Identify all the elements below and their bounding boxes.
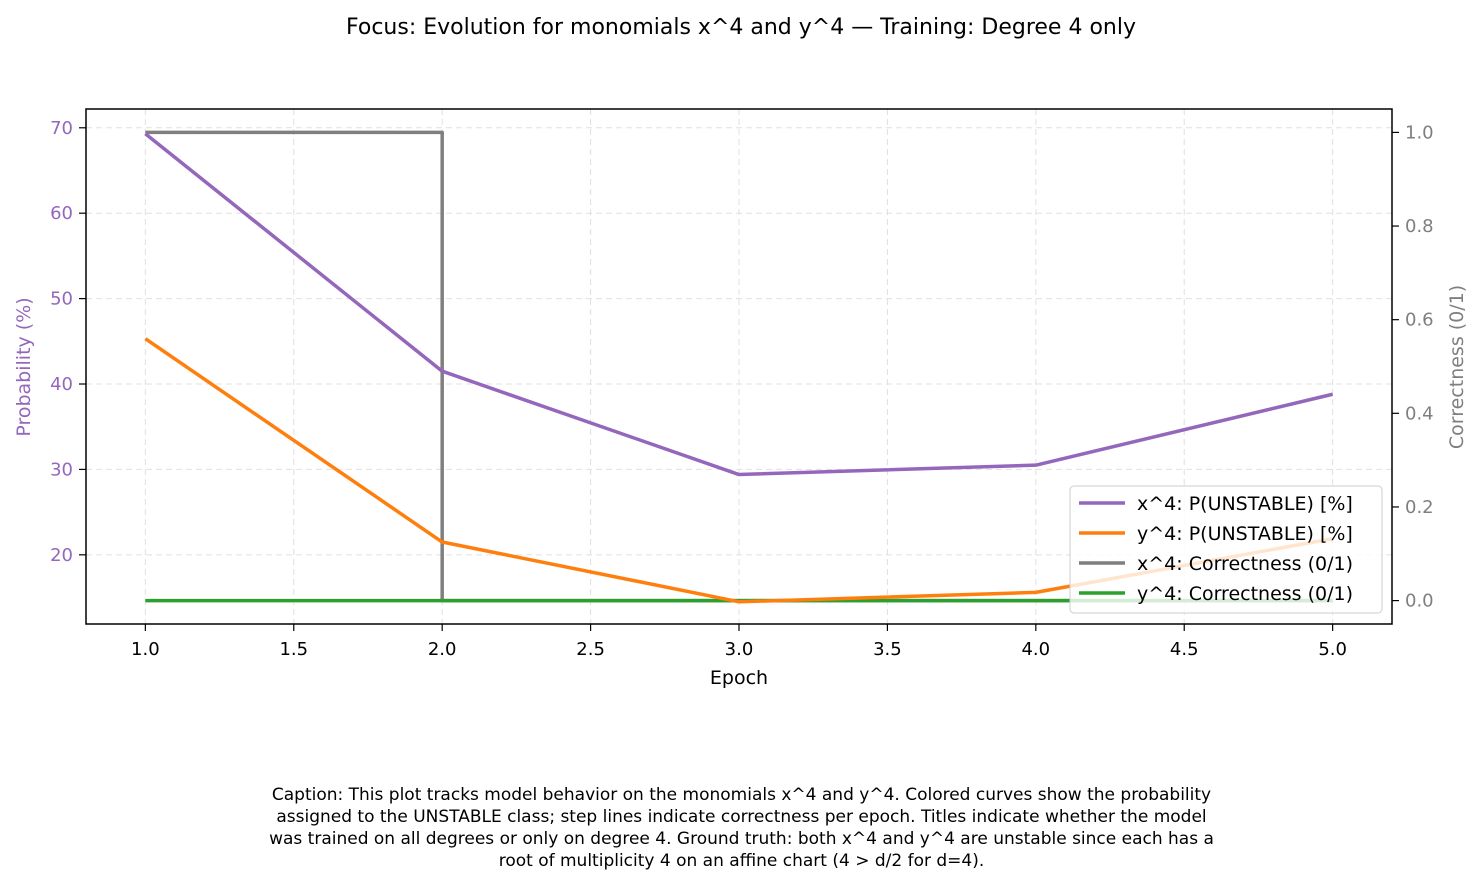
y-left-tick-label: 20 (50, 545, 73, 566)
y-left-tick-label: 70 (50, 118, 73, 139)
y-right-tick-label: 0.0 (1405, 591, 1434, 612)
x-tick-label: 1.5 (279, 639, 308, 660)
y-axis-right-label: Correctness (0/1) (1446, 285, 1468, 449)
legend-label: y^4: P(UNSTABLE) [%] (1137, 523, 1353, 545)
x-tick-label: 5.0 (1318, 639, 1347, 660)
grid (86, 109, 1392, 624)
y-right-tick-label: 0.2 (1405, 497, 1434, 518)
series-line (144, 132, 1334, 477)
y-right-tick-label: 1.0 (1405, 122, 1434, 143)
legend-label: y^4: Correctness (0/1) (1137, 583, 1353, 605)
x-tick-label: 2.5 (576, 639, 605, 660)
x-tick-label: 3.0 (725, 639, 754, 660)
y-right-tick-label: 0.8 (1405, 216, 1434, 237)
legend-label: x^4: Correctness (0/1) (1137, 553, 1353, 575)
y-left-tick-label: 30 (50, 459, 73, 480)
caption-line: assigned to the UNSTABLE class; step lin… (276, 807, 1207, 827)
caption-line: was trained on all degrees or only on de… (269, 829, 1214, 849)
legend-label: x^4: P(UNSTABLE) [%] (1137, 493, 1353, 515)
x-tick-label: 2.0 (428, 639, 457, 660)
y-left-tick-label: 60 (50, 203, 73, 224)
x-tick-label: 4.5 (1170, 639, 1199, 660)
caption: Caption: This plot tracks model behavior… (150, 784, 1333, 872)
y-right-tick-label: 0.4 (1405, 403, 1434, 424)
x-axis: 1.0 1.5 2.0 2.5 3.0 3.5 4.0 4.5 5.0 (131, 624, 1347, 660)
x-tick-label: 3.5 (873, 639, 902, 660)
y-left-tick-label: 50 (50, 289, 73, 310)
legend-frame (1069, 485, 1383, 614)
caption-line: Caption: This plot tracks model behavior… (271, 785, 1212, 805)
y-axis-left-label: Probability (%) (13, 297, 35, 436)
y-axis-right: 0.0 0.2 0.4 0.6 0.8 1.0 (1392, 122, 1434, 612)
caption-line: root of multiplicity 4 on an affine char… (498, 851, 985, 871)
x-axis-label: Epoch (710, 667, 768, 689)
y-left-tick-label: 40 (50, 374, 73, 395)
x-tick-label: 1.0 (131, 639, 160, 660)
y-right-tick-label: 0.6 (1405, 310, 1434, 331)
y-axis-left: 20 30 40 50 60 70 (50, 118, 86, 566)
legend: x^4: P(UNSTABLE) [%] y^4: P(UNSTABLE) [%]… (1069, 485, 1383, 614)
chart-title: Focus: Evolution for monomials x^4 and y… (346, 15, 1136, 40)
x-tick-label: 4.0 (1021, 639, 1050, 660)
